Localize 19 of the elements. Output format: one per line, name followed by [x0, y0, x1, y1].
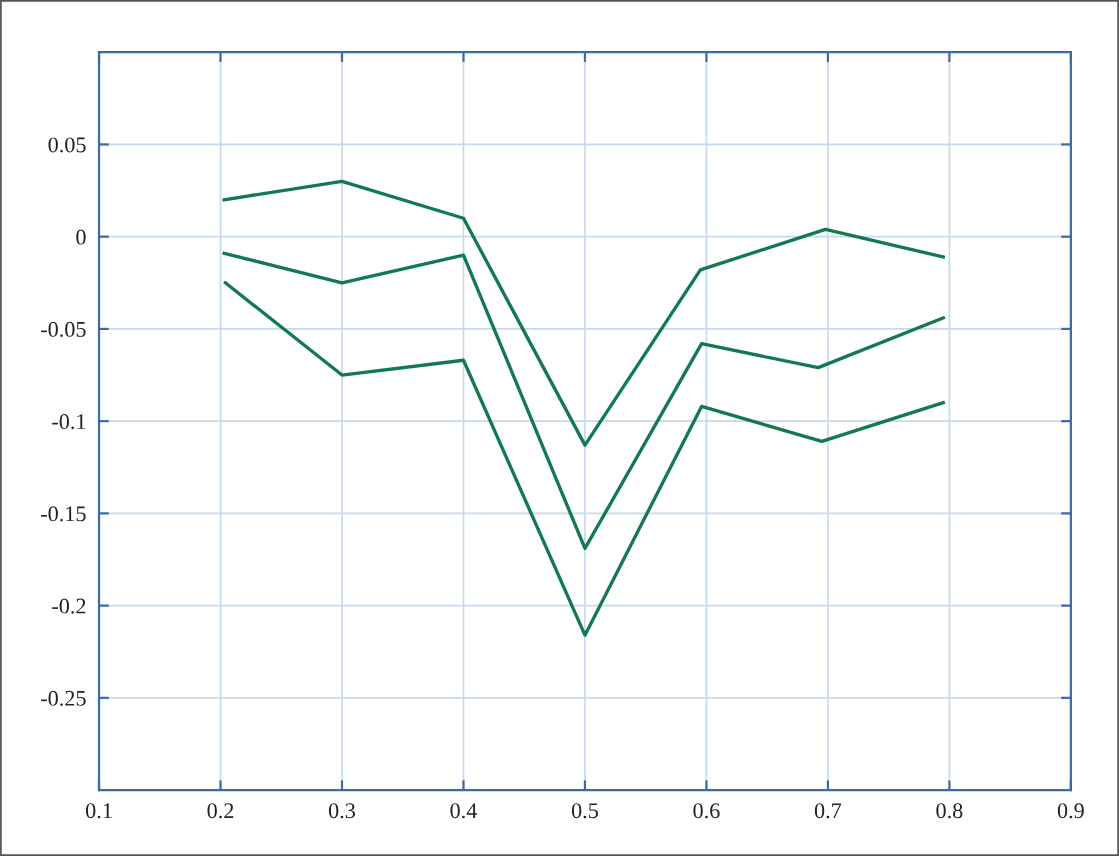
x-tick-label: 0.6	[693, 803, 720, 819]
x-tick-label: 0.7	[814, 803, 842, 819]
y-tick-label: 0.05	[48, 137, 86, 153]
x-tick-label: 0.2	[207, 803, 234, 819]
line-series	[222, 251, 945, 551]
y-tick-label: -0.05	[41, 321, 86, 337]
x-tick-label: 0.5	[571, 803, 598, 819]
y-tick-label: -0.1	[52, 414, 86, 430]
line-series	[222, 179, 945, 447]
x-tick-label: 0.1	[85, 803, 112, 819]
y-tick-label: 0	[76, 229, 86, 245]
y-tick-label: -0.25	[41, 690, 86, 706]
x-tick-label: 0.4	[450, 803, 478, 819]
y-tick-label: -0.15	[41, 506, 86, 522]
y-tick-label: -0.2	[52, 598, 86, 614]
x-tick-label: 0.9	[1057, 803, 1084, 819]
line-series	[223, 281, 945, 637]
x-tick-label: 0.8	[936, 803, 963, 819]
x-tick-label: 0.3	[328, 803, 356, 819]
